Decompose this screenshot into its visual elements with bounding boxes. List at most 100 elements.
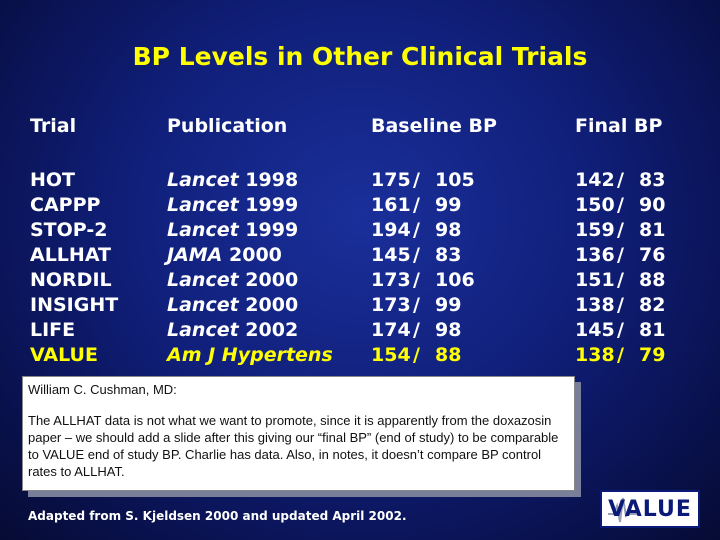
final-bp-cell: 145/ 81 xyxy=(575,318,665,343)
baseline-diastolic: 99 xyxy=(435,294,462,316)
baseline-systolic: 145 xyxy=(371,244,411,266)
bp-separator: / xyxy=(413,294,420,316)
bp-separator: / xyxy=(413,244,420,266)
publication-year: 2000 xyxy=(238,294,299,316)
publication-cell: Am J Hypertens xyxy=(167,343,333,368)
final-diastolic: 79 xyxy=(639,344,666,366)
publication-year: 2000 xyxy=(222,244,282,266)
trial-name: CAPPP xyxy=(30,194,101,216)
publication-year: 1999 xyxy=(238,219,299,241)
baseline-diastolic: 88 xyxy=(435,344,462,366)
journal-name: JAMA xyxy=(167,244,223,266)
final-systolic: 151 xyxy=(575,269,615,291)
baseline-systolic: 173 xyxy=(371,294,411,316)
bp-separator: / xyxy=(617,319,624,341)
final-bp-cell: 142/ 83 xyxy=(575,168,665,193)
final-diastolic: 88 xyxy=(639,269,666,291)
trial-name: STOP-2 xyxy=(30,219,108,241)
baseline-systolic: 175 xyxy=(371,169,411,191)
baseline-diastolic: 98 xyxy=(435,219,462,241)
bp-separator: / xyxy=(413,219,420,241)
baseline-systolic: 154 xyxy=(371,344,411,366)
final-bp-cell: 138/ 79 xyxy=(575,343,665,368)
journal-name: Am J Hypertens xyxy=(167,344,333,366)
final-diastolic: 90 xyxy=(639,194,666,216)
publication-year: 1998 xyxy=(238,169,299,191)
final-diastolic: 81 xyxy=(639,219,666,241)
final-bp-cell: 150/ 90 xyxy=(575,193,665,218)
source-footer: Adapted from S. Kjeldsen 2000 and update… xyxy=(28,509,407,523)
baseline-bp-cell: 173/ 106 xyxy=(371,268,475,293)
final-systolic: 138 xyxy=(575,294,615,316)
bp-separator: / xyxy=(617,294,624,316)
final-bp-column: 142/83 150/90 159/81 136/76 151/88 138/82 145/… xyxy=(575,168,665,368)
bp-separator: / xyxy=(413,194,420,216)
final-diastolic: 82 xyxy=(639,294,666,316)
bp-separator: / xyxy=(617,344,624,366)
header-baseline-bp: Baseline BP xyxy=(371,115,497,137)
publication-cell: JAMA 2000 xyxy=(167,243,333,268)
final-diastolic: 81 xyxy=(639,319,666,341)
trial-name: VALUE xyxy=(30,344,98,366)
bp-separator: / xyxy=(413,269,420,291)
final-diastolic: 76 xyxy=(639,244,666,266)
baseline-systolic: 194 xyxy=(371,219,411,241)
final-diastolic: 83 xyxy=(639,169,666,191)
publication-cell: Lancet 2000 xyxy=(167,293,333,318)
publication-year: 2002 xyxy=(238,319,299,341)
final-bp-cell: 151/ 88 xyxy=(575,268,665,293)
journal-name: Lancet xyxy=(167,319,239,341)
publication-year: 1999 xyxy=(238,194,299,216)
baseline-diastolic: 99 xyxy=(435,194,462,216)
final-bp-cell: 138/ 82 xyxy=(575,293,665,318)
final-systolic: 136 xyxy=(575,244,615,266)
journal-name: Lancet xyxy=(167,169,239,191)
baseline-bp-cell: 174/ 98 xyxy=(371,318,475,343)
baseline-bp-cell: 154/ 88 xyxy=(371,343,475,368)
bp-separator: / xyxy=(413,319,420,341)
baseline-systolic: 173 xyxy=(371,269,411,291)
trial-name: INSIGHT xyxy=(30,294,119,316)
trial-name: HOT xyxy=(30,169,76,191)
baseline-systolic: 161 xyxy=(371,194,411,216)
publication-cell: Lancet 2000 xyxy=(167,268,333,293)
final-systolic: 150 xyxy=(575,194,615,216)
header-publication: Publication xyxy=(167,115,288,137)
baseline-bp-cell: 175/ 105 xyxy=(371,168,475,193)
final-systolic: 159 xyxy=(575,219,615,241)
note-author: William C. Cushman, MD: xyxy=(28,382,177,397)
bp-separator: / xyxy=(413,169,420,191)
trial-name: NORDIL xyxy=(30,269,112,291)
reviewer-note: William C. Cushman, MD: The ALLHAT data … xyxy=(22,376,575,491)
baseline-diastolic: 105 xyxy=(435,169,475,191)
trial-name: ALLHAT xyxy=(30,244,112,266)
final-systolic: 142 xyxy=(575,169,615,191)
header-trial: Trial xyxy=(30,115,77,137)
note-body: The ALLHAT data is not what we want to p… xyxy=(28,413,559,479)
baseline-diastolic: 98 xyxy=(435,319,462,341)
final-systolic: 145 xyxy=(575,319,615,341)
header-final-bp: Final BP xyxy=(575,115,663,137)
logo-text: VALUE xyxy=(608,496,692,522)
baseline-systolic: 174 xyxy=(371,319,411,341)
journal-name: Lancet xyxy=(167,269,239,291)
publication-cell: Lancet 2002 xyxy=(167,318,333,343)
baseline-diastolic: 83 xyxy=(435,244,462,266)
final-bp-cell: 136/ 76 xyxy=(575,243,665,268)
slide-title: BP Levels in Other Clinical Trials xyxy=(132,42,588,71)
bp-separator: / xyxy=(617,219,624,241)
journal-name: Lancet xyxy=(167,219,239,241)
baseline-bp-cell: 145/ 83 xyxy=(371,243,475,268)
bp-separator: / xyxy=(617,169,624,191)
baseline-bp-cell: 194/ 98 xyxy=(371,218,475,243)
bp-separator: / xyxy=(617,269,624,291)
publication-column: Lancet 1998 Lancet 1999 Lancet 1999 JAMA 20… xyxy=(167,168,333,368)
bp-separator: / xyxy=(617,244,624,266)
bp-separator: / xyxy=(617,194,624,216)
publication-cell: Lancet 1999 xyxy=(167,218,333,243)
value-logo: VALUE xyxy=(600,490,700,528)
journal-name: Lancet xyxy=(167,194,239,216)
final-bp-cell: 159/ 81 xyxy=(575,218,665,243)
journal-name: Lancet xyxy=(167,294,239,316)
trial-name: LIFE xyxy=(30,319,76,341)
